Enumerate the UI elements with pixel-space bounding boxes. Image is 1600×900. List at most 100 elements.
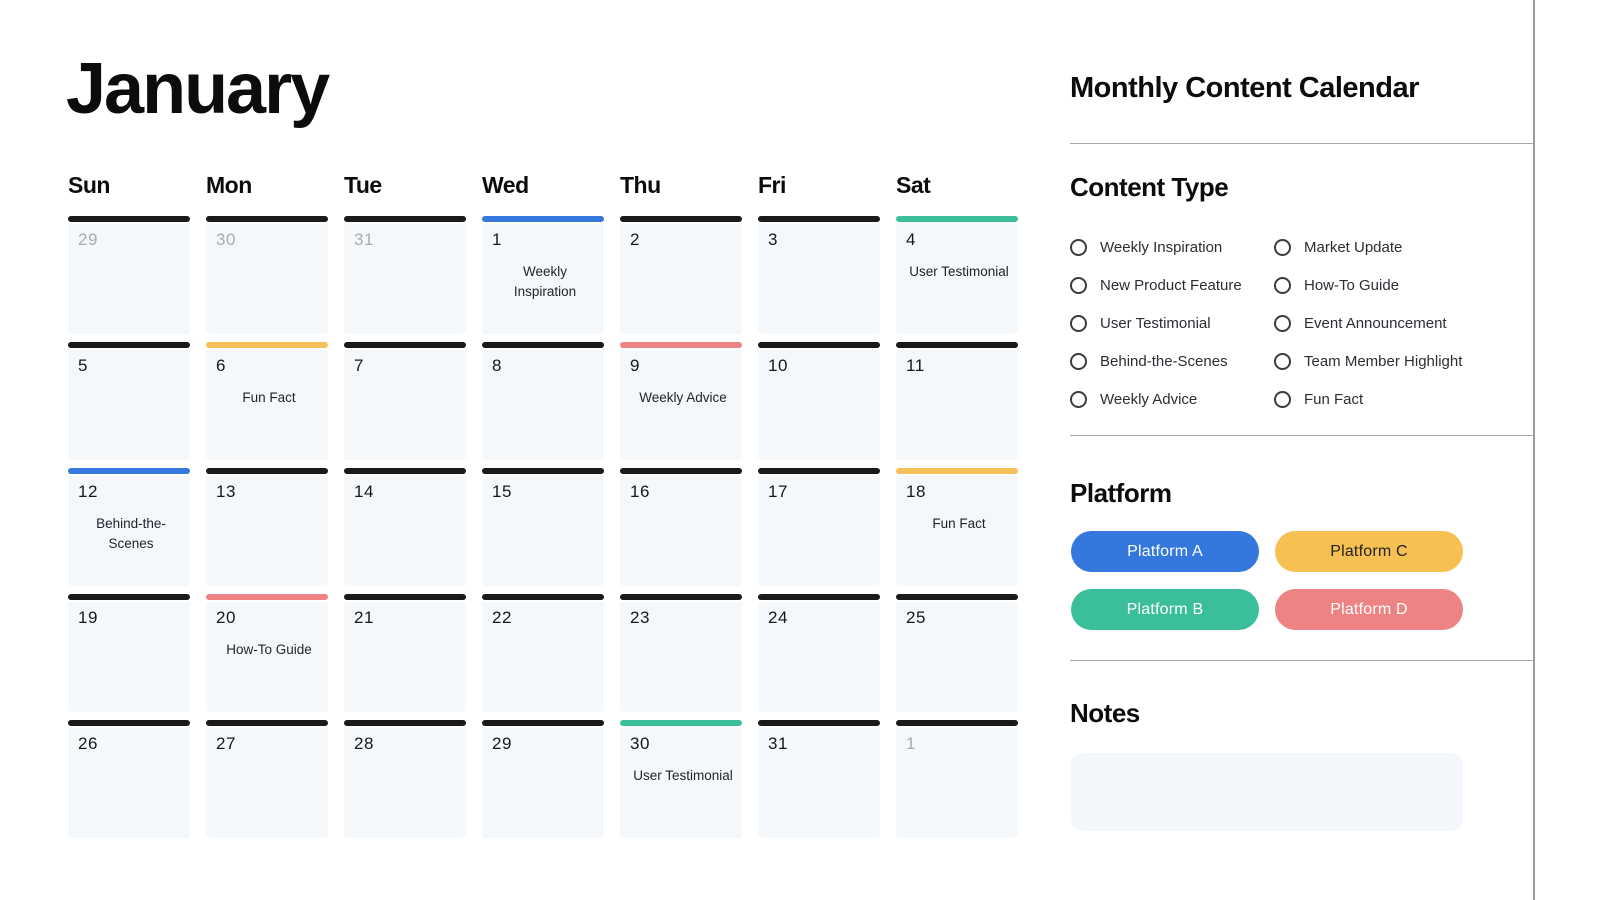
calendar-cell[interactable]: 31 [758, 720, 880, 838]
cell-body: 12 Behind-the-Scenes [68, 476, 190, 586]
radio-icon[interactable] [1070, 238, 1087, 256]
calendar-cell[interactable]: 10 [758, 342, 880, 460]
calendar-cell[interactable]: 29 [68, 216, 190, 334]
calendar-cell[interactable]: 13 [206, 468, 328, 586]
calendar-cell[interactable]: 17 [758, 468, 880, 586]
calendar-cell[interactable]: 16 [620, 468, 742, 586]
day-number: 12 [78, 482, 98, 501]
content-type-option-team-member-highlight[interactable]: Team Member Highlight [1274, 342, 1534, 380]
vertical-divider [1533, 0, 1535, 900]
day-number: 10 [768, 356, 788, 375]
radio-icon[interactable] [1274, 238, 1291, 256]
cell-color-bar [68, 216, 190, 222]
calendar-cell[interactable]: 29 [482, 720, 604, 838]
calendar-cell[interactable]: 22 [482, 594, 604, 712]
platform-a-button[interactable]: Platform A [1071, 531, 1259, 572]
radio-icon[interactable] [1274, 352, 1291, 370]
calendar-cell[interactable]: 18 Fun Fact [896, 468, 1018, 586]
calendar-cell[interactable]: 26 [68, 720, 190, 838]
calendar-cell[interactable]: 6 Fun Fact [206, 342, 328, 460]
cell-color-bar [758, 342, 880, 348]
calendar-cell[interactable]: 30 [206, 216, 328, 334]
calendar-week-2: 5 6 Fun Fact 7 8 9 Weekly Advice 10 11 [68, 342, 1018, 460]
calendar-cell[interactable]: 5 [68, 342, 190, 460]
day-number: 29 [492, 734, 512, 753]
cell-body: 1 [896, 728, 1018, 838]
content-type-option-market-update[interactable]: Market Update [1274, 228, 1534, 266]
radio-icon[interactable] [1274, 390, 1291, 408]
divider [1070, 660, 1534, 661]
calendar-cell[interactable]: 30 User Testimonial [620, 720, 742, 838]
notes-input[interactable] [1071, 753, 1463, 831]
radio-icon[interactable] [1070, 314, 1087, 332]
cell-body: 23 [620, 602, 742, 712]
cell-color-bar [758, 468, 880, 474]
radio-icon[interactable] [1070, 390, 1087, 408]
day-header-fri: Fri [758, 172, 786, 198]
calendar-cell[interactable]: 2 [620, 216, 742, 334]
calendar-cell[interactable]: 19 [68, 594, 190, 712]
cell-color-bar [344, 594, 466, 600]
calendar-cell[interactable]: 24 [758, 594, 880, 712]
calendar-cell[interactable]: 9 Weekly Advice [620, 342, 742, 460]
cell-body: 4 User Testimonial [896, 224, 1018, 334]
content-type-option-event-announcement[interactable]: Event Announcement [1274, 304, 1534, 342]
calendar-cell[interactable]: 21 [344, 594, 466, 712]
calendar: Sun Mon Tue Wed Thu Fri Sat 29 30 31 1 Weekly Insp… [68, 172, 1018, 838]
day-number: 2 [630, 230, 640, 249]
calendar-cell[interactable]: 7 [344, 342, 466, 460]
calendar-cell[interactable]: 25 [896, 594, 1018, 712]
calendar-cell[interactable]: 8 [482, 342, 604, 460]
content-type-option-label: Weekly Advice [1100, 390, 1198, 408]
content-type-option-label: How-To Guide [1304, 276, 1400, 294]
day-number: 9 [630, 356, 640, 375]
cell-color-bar [344, 468, 466, 474]
day-number: 30 [216, 230, 236, 249]
content-type-option-how-to-guide[interactable]: How-To Guide [1274, 266, 1534, 304]
day-header-sat: Sat [896, 172, 931, 198]
calendar-week-5: 26 27 28 29 30 User Testimonial 31 1 [68, 720, 1018, 838]
cell-color-bar [620, 720, 742, 726]
cell-color-bar [896, 216, 1018, 222]
calendar-cell[interactable]: 14 [344, 468, 466, 586]
radio-icon[interactable] [1274, 276, 1291, 294]
platform-c-button[interactable]: Platform C [1275, 531, 1463, 572]
cell-color-bar [344, 216, 466, 222]
calendar-cell[interactable]: 31 [344, 216, 466, 334]
platform-b-button[interactable]: Platform B [1071, 589, 1259, 630]
calendar-cell[interactable]: 4 User Testimonial [896, 216, 1018, 334]
calendar-cell[interactable]: 1 [896, 720, 1018, 838]
calendar-cell[interactable]: 20 How-To Guide [206, 594, 328, 712]
calendar-cell[interactable]: 11 [896, 342, 1018, 460]
day-number: 17 [768, 482, 788, 501]
calendar-cell[interactable]: 12 Behind-the-Scenes [68, 468, 190, 586]
calendar-cell[interactable]: 3 [758, 216, 880, 334]
cell-color-bar [482, 342, 604, 348]
content-type-option-weekly-advice[interactable]: Weekly Advice [1070, 380, 1274, 418]
platform-d-button[interactable]: Platform D [1275, 589, 1463, 630]
page-title: Monthly Content Calendar [1070, 72, 1419, 104]
cell-body: 8 [482, 350, 604, 460]
cell-color-bar [68, 468, 190, 474]
calendar-cell[interactable]: 27 [206, 720, 328, 838]
calendar-cell[interactable]: 23 [620, 594, 742, 712]
day-number: 11 [906, 356, 925, 375]
content-type-option-behind-the-scenes[interactable]: Behind-the-Scenes [1070, 342, 1274, 380]
content-type-option-weekly-inspiration[interactable]: Weekly Inspiration [1070, 228, 1274, 266]
calendar-cell[interactable]: 15 [482, 468, 604, 586]
cell-body: 18 Fun Fact [896, 476, 1018, 586]
calendar-cell[interactable]: 1 Weekly Inspiration [482, 216, 604, 334]
content-type-option-user-testimonial[interactable]: User Testimonial [1070, 304, 1274, 342]
radio-icon[interactable] [1070, 352, 1087, 370]
content-type-option-new-product-feature[interactable]: New Product Feature [1070, 266, 1274, 304]
radio-icon[interactable] [1274, 314, 1291, 332]
calendar-cell[interactable]: 28 [344, 720, 466, 838]
radio-icon[interactable] [1070, 276, 1087, 294]
day-number: 31 [768, 734, 788, 753]
calendar-week-3: 12 Behind-the-Scenes 13 14 15 16 17 18 Fun Fact [68, 468, 1018, 586]
day-number: 4 [906, 230, 916, 249]
cell-body: 2 [620, 224, 742, 334]
content-type-option-fun-fact[interactable]: Fun Fact [1274, 380, 1534, 418]
content-type-option-label: Market Update [1304, 238, 1403, 256]
event-label: Weekly Advice [639, 390, 727, 405]
